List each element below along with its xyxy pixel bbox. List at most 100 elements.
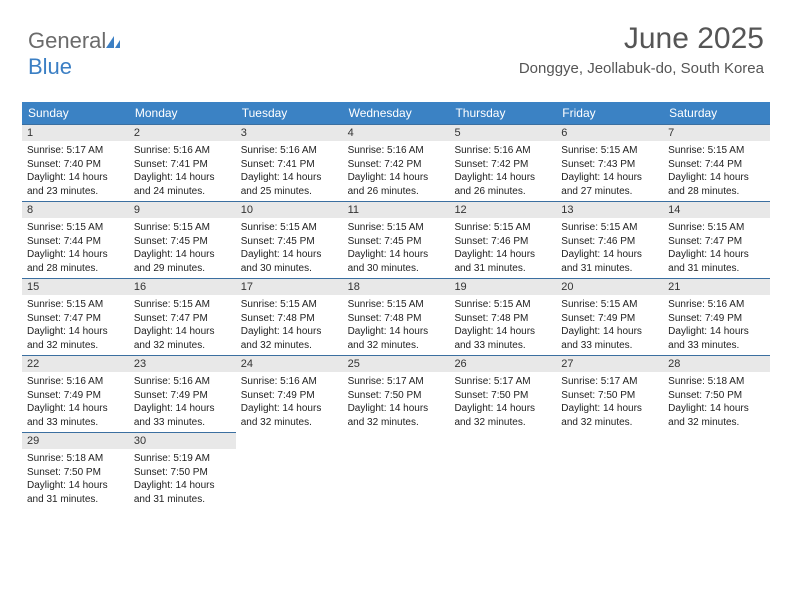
sunset-line: Sunset: 7:40 PM [27,158,124,172]
sunset-line: Sunset: 7:50 PM [134,466,231,480]
day-details: Sunrise: 5:16 AMSunset: 7:49 PMDaylight:… [129,372,236,429]
day-number: 12 [449,202,556,218]
calendar-cell: 1Sunrise: 5:17 AMSunset: 7:40 PMDaylight… [22,124,129,201]
sunrise-line: Sunrise: 5:17 AM [27,144,124,158]
weekday-header-row: SundayMondayTuesdayWednesdayThursdayFrid… [22,102,770,124]
daylight-line: Daylight: 14 hours and 31 minutes. [134,479,231,506]
sunset-line: Sunset: 7:42 PM [348,158,445,172]
calendar-cell: 12Sunrise: 5:15 AMSunset: 7:46 PMDayligh… [449,201,556,278]
calendar-week-row: 1Sunrise: 5:17 AMSunset: 7:40 PMDaylight… [22,124,770,201]
sunrise-line: Sunrise: 5:15 AM [561,298,658,312]
calendar-cell: 9Sunrise: 5:15 AMSunset: 7:45 PMDaylight… [129,201,236,278]
calendar-cell: 25Sunrise: 5:17 AMSunset: 7:50 PMDayligh… [343,355,450,432]
day-number: 6 [556,125,663,141]
day-number: 24 [236,356,343,372]
day-details: Sunrise: 5:15 AMSunset: 7:49 PMDaylight:… [556,295,663,352]
day-number: 17 [236,279,343,295]
daylight-line: Daylight: 14 hours and 28 minutes. [27,248,124,275]
day-details: Sunrise: 5:16 AMSunset: 7:42 PMDaylight:… [343,141,450,198]
day-details: Sunrise: 5:15 AMSunset: 7:46 PMDaylight:… [449,218,556,275]
sunrise-line: Sunrise: 5:15 AM [27,298,124,312]
calendar-cell-empty [556,432,663,509]
day-details: Sunrise: 5:17 AMSunset: 7:40 PMDaylight:… [22,141,129,198]
day-number: 1 [22,125,129,141]
calendar-cell: 3Sunrise: 5:16 AMSunset: 7:41 PMDaylight… [236,124,343,201]
daylight-line: Daylight: 14 hours and 32 minutes. [241,402,338,429]
calendar-cell: 18Sunrise: 5:15 AMSunset: 7:48 PMDayligh… [343,278,450,355]
daylight-line: Daylight: 14 hours and 26 minutes. [454,171,551,198]
daylight-line: Daylight: 14 hours and 30 minutes. [241,248,338,275]
daylight-line: Daylight: 14 hours and 31 minutes. [561,248,658,275]
sunset-line: Sunset: 7:49 PM [134,389,231,403]
weekday-header-cell: Thursday [449,102,556,124]
day-details: Sunrise: 5:15 AMSunset: 7:46 PMDaylight:… [556,218,663,275]
day-details: Sunrise: 5:15 AMSunset: 7:43 PMDaylight:… [556,141,663,198]
daylight-line: Daylight: 14 hours and 33 minutes. [668,325,765,352]
sunset-line: Sunset: 7:48 PM [454,312,551,326]
daylight-line: Daylight: 14 hours and 32 minutes. [134,325,231,352]
calendar-week-row: 22Sunrise: 5:16 AMSunset: 7:49 PMDayligh… [22,355,770,432]
sunset-line: Sunset: 7:46 PM [561,235,658,249]
day-number: 7 [663,125,770,141]
daylight-line: Daylight: 14 hours and 33 minutes. [27,402,124,429]
day-details: Sunrise: 5:17 AMSunset: 7:50 PMDaylight:… [556,372,663,429]
logo-text-blue: Blue [28,54,72,79]
day-number: 10 [236,202,343,218]
day-number: 2 [129,125,236,141]
sunset-line: Sunset: 7:49 PM [561,312,658,326]
daylight-line: Daylight: 14 hours and 32 minutes. [348,402,445,429]
calendar-cell: 2Sunrise: 5:16 AMSunset: 7:41 PMDaylight… [129,124,236,201]
sunset-line: Sunset: 7:46 PM [454,235,551,249]
daylight-line: Daylight: 14 hours and 30 minutes. [348,248,445,275]
calendar: SundayMondayTuesdayWednesdayThursdayFrid… [22,102,770,509]
sunset-line: Sunset: 7:49 PM [668,312,765,326]
sunrise-line: Sunrise: 5:16 AM [134,144,231,158]
sunset-line: Sunset: 7:49 PM [241,389,338,403]
daylight-line: Daylight: 14 hours and 24 minutes. [134,171,231,198]
weekday-header-cell: Saturday [663,102,770,124]
calendar-cell: 27Sunrise: 5:17 AMSunset: 7:50 PMDayligh… [556,355,663,432]
sunset-line: Sunset: 7:47 PM [27,312,124,326]
daylight-line: Daylight: 14 hours and 28 minutes. [668,171,765,198]
day-details: Sunrise: 5:18 AMSunset: 7:50 PMDaylight:… [22,449,129,506]
daylight-line: Daylight: 14 hours and 32 minutes. [454,402,551,429]
sunrise-line: Sunrise: 5:16 AM [454,144,551,158]
weekday-header-cell: Monday [129,102,236,124]
sunrise-line: Sunrise: 5:15 AM [668,221,765,235]
sunrise-line: Sunrise: 5:15 AM [241,298,338,312]
weekday-header-cell: Wednesday [343,102,450,124]
daylight-line: Daylight: 14 hours and 26 minutes. [348,171,445,198]
day-number: 25 [343,356,450,372]
calendar-cell: 7Sunrise: 5:15 AMSunset: 7:44 PMDaylight… [663,124,770,201]
page-subtitle: Donggye, Jeollabuk-do, South Korea [519,60,764,77]
day-details: Sunrise: 5:16 AMSunset: 7:41 PMDaylight:… [236,141,343,198]
daylight-line: Daylight: 14 hours and 33 minutes. [134,402,231,429]
sunset-line: Sunset: 7:47 PM [134,312,231,326]
sunset-line: Sunset: 7:50 PM [668,389,765,403]
day-details: Sunrise: 5:16 AMSunset: 7:49 PMDaylight:… [236,372,343,429]
sunrise-line: Sunrise: 5:15 AM [348,298,445,312]
day-number: 22 [22,356,129,372]
day-details: Sunrise: 5:16 AMSunset: 7:49 PMDaylight:… [22,372,129,429]
day-details: Sunrise: 5:15 AMSunset: 7:44 PMDaylight:… [663,141,770,198]
sunrise-line: Sunrise: 5:15 AM [561,221,658,235]
sunrise-line: Sunrise: 5:18 AM [668,375,765,389]
logo: General Blue [28,28,124,80]
sunrise-line: Sunrise: 5:17 AM [454,375,551,389]
day-number: 9 [129,202,236,218]
sunrise-line: Sunrise: 5:15 AM [134,221,231,235]
day-number: 14 [663,202,770,218]
daylight-line: Daylight: 14 hours and 33 minutes. [561,325,658,352]
calendar-cell: 24Sunrise: 5:16 AMSunset: 7:49 PMDayligh… [236,355,343,432]
daylight-line: Daylight: 14 hours and 27 minutes. [561,171,658,198]
sunset-line: Sunset: 7:48 PM [241,312,338,326]
day-number: 29 [22,433,129,449]
calendar-cell: 19Sunrise: 5:15 AMSunset: 7:48 PMDayligh… [449,278,556,355]
day-details: Sunrise: 5:19 AMSunset: 7:50 PMDaylight:… [129,449,236,506]
day-number: 5 [449,125,556,141]
daylight-line: Daylight: 14 hours and 33 minutes. [454,325,551,352]
sunrise-line: Sunrise: 5:15 AM [668,144,765,158]
calendar-week-row: 29Sunrise: 5:18 AMSunset: 7:50 PMDayligh… [22,432,770,509]
day-number: 27 [556,356,663,372]
calendar-cell-empty [449,432,556,509]
